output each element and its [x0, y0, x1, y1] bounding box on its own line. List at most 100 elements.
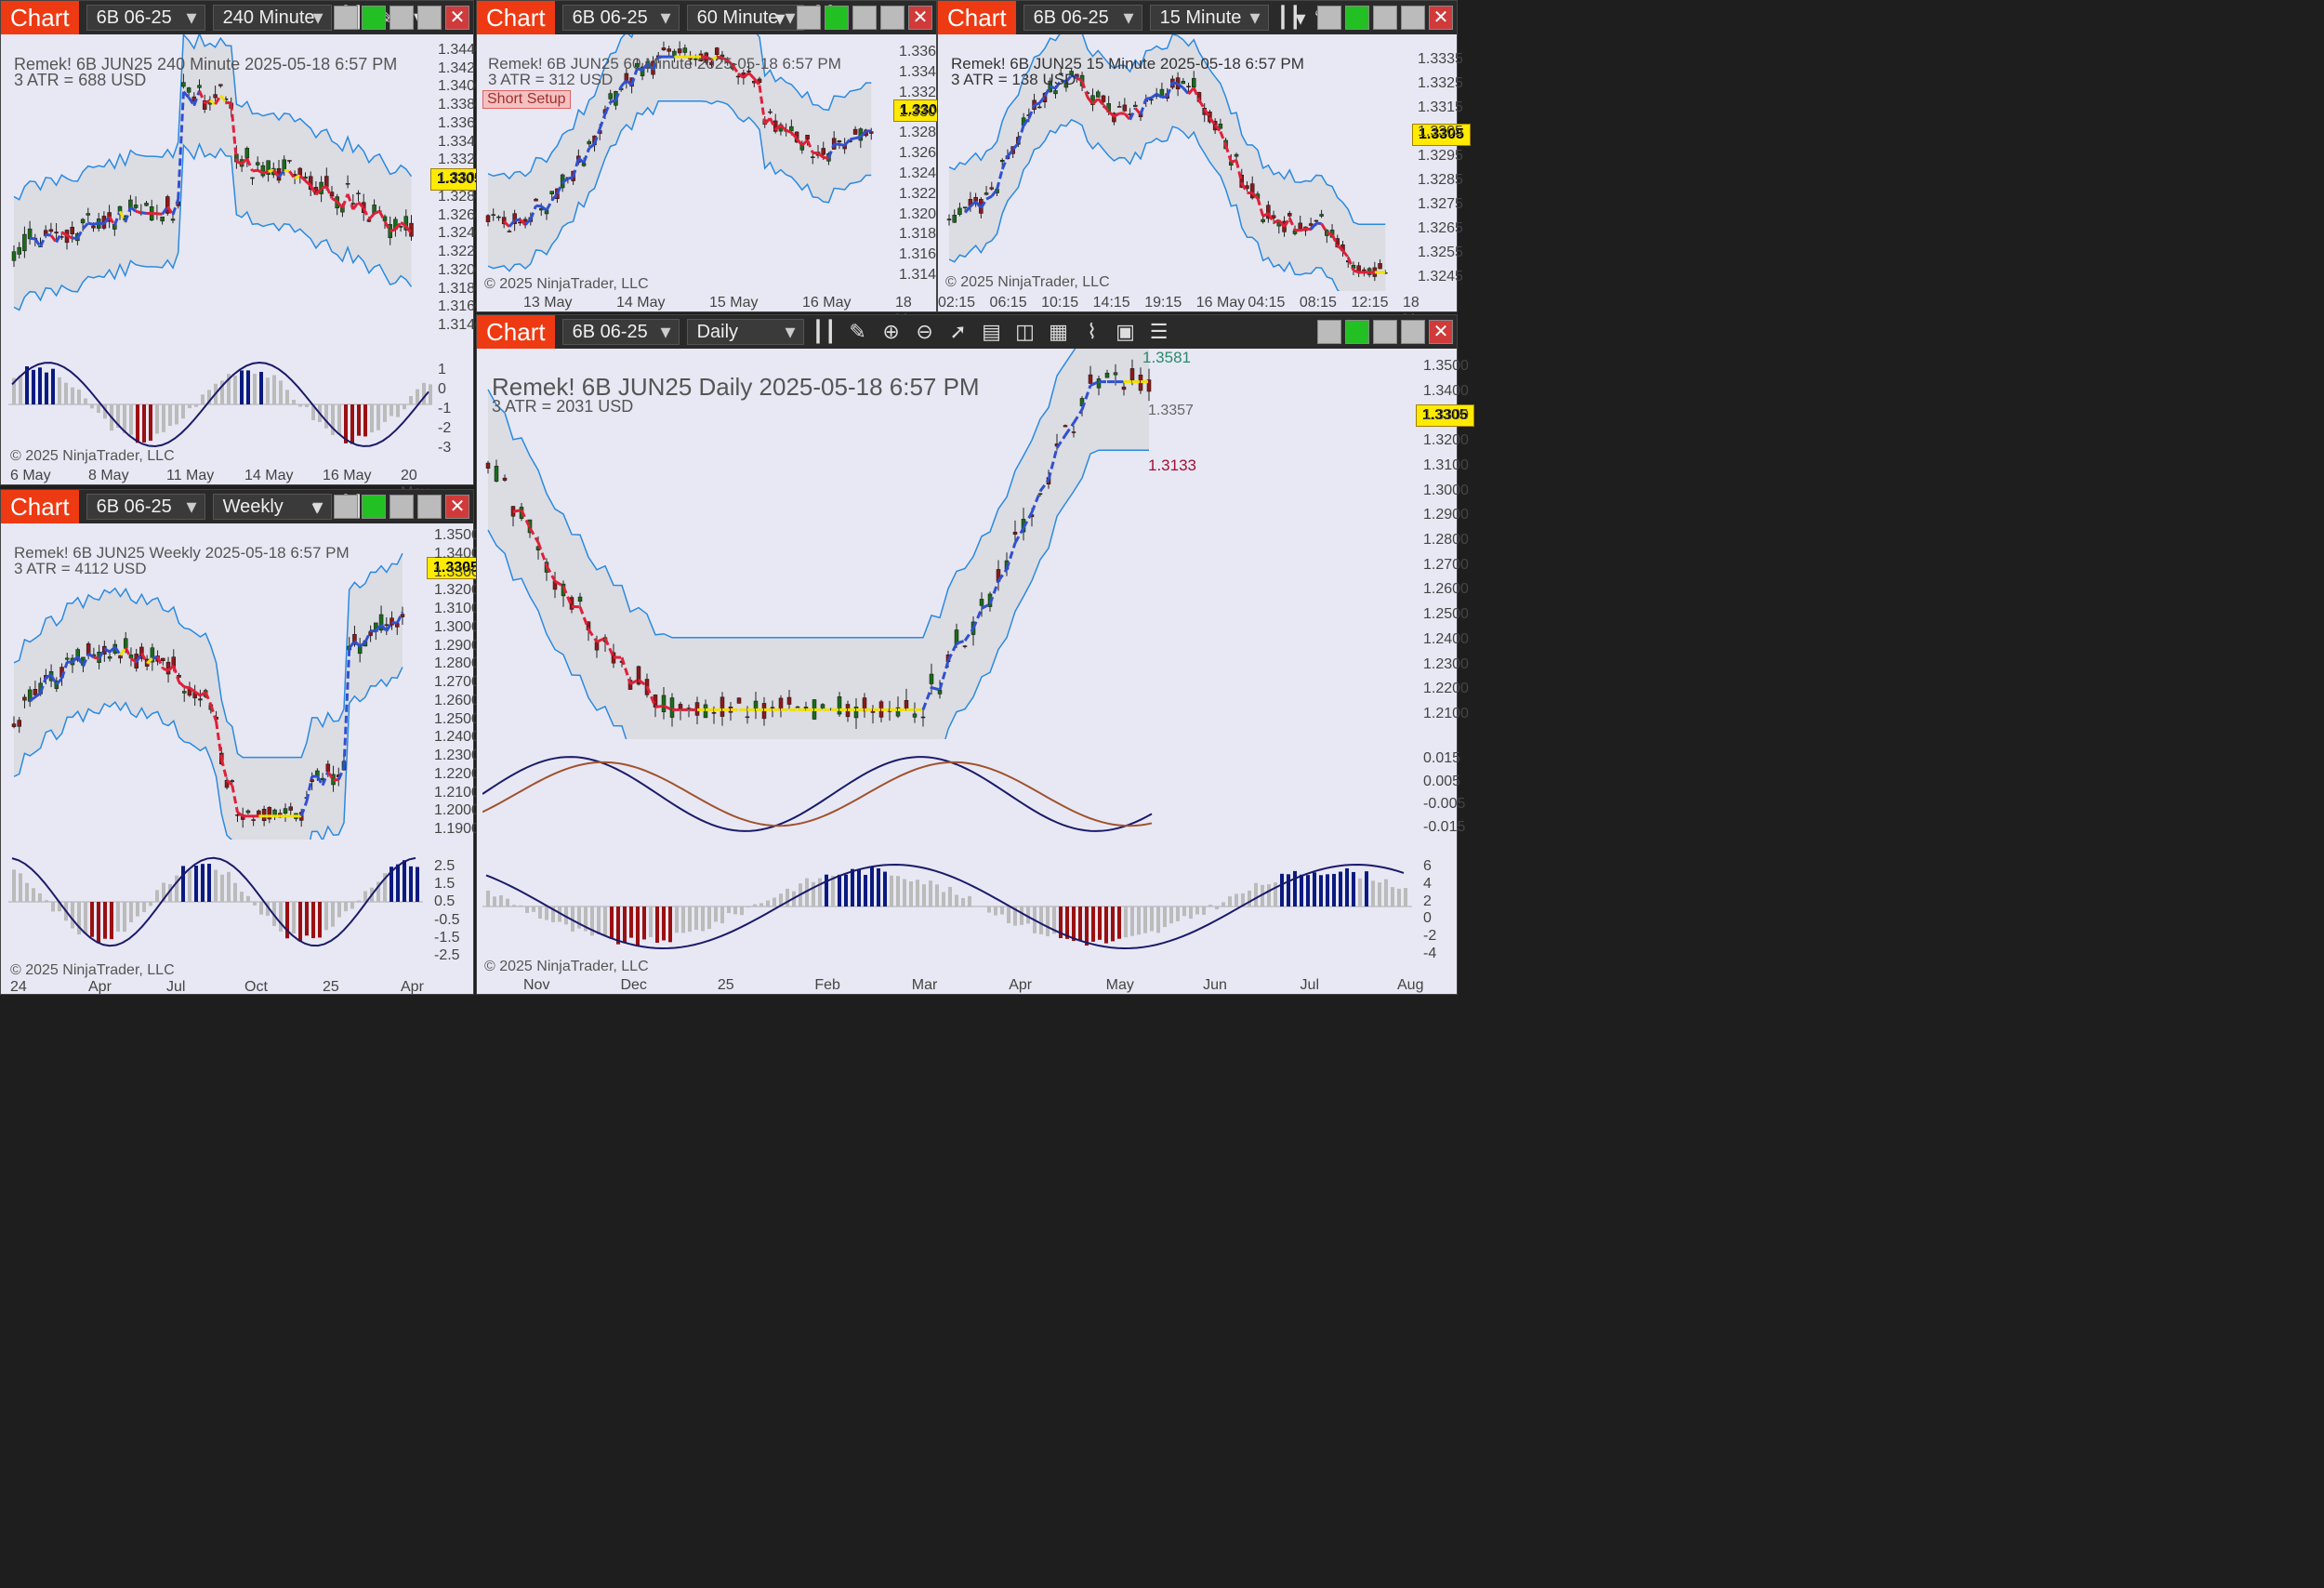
strategies-icon[interactable]: ⌇	[1087, 320, 1097, 343]
axis-tick: 1.3320	[438, 152, 483, 168]
color-link-button[interactable]	[362, 6, 386, 30]
instrument-select[interactable]: 6B 06-25	[561, 319, 680, 345]
last-price-marker: 1.3305	[427, 557, 485, 579]
menu-chevron-icon[interactable]: ▾	[1295, 7, 1306, 30]
zoom-out-icon[interactable]: ⊖	[916, 320, 933, 343]
histogram-bar	[1221, 902, 1225, 906]
candle	[1112, 112, 1116, 123]
trend-ma	[1013, 527, 1025, 544]
histogram-bar	[71, 902, 74, 929]
instrument-select[interactable]: 6B 06-25	[86, 494, 205, 520]
price-panel[interactable]: Remek! 6B JUN25 Daily 2025-05-18 6:57 PM…	[477, 349, 1474, 994]
histogram-bar	[642, 906, 646, 940]
histogram-bar	[311, 404, 315, 420]
axis-tick: 1.3360	[438, 114, 483, 131]
zoom-in-icon[interactable]: ⊕	[882, 320, 900, 343]
histogram-bar	[714, 906, 718, 922]
trend-ma	[946, 642, 958, 662]
maximize-button[interactable]	[417, 6, 442, 30]
instrument-select[interactable]: 6B 06-25	[1023, 5, 1142, 31]
price-panel[interactable]: Remek! 6B JUN25 15 Minute 2025-05-18 6:5…	[938, 34, 1471, 327]
menu-chevron-icon[interactable]: ▾	[311, 496, 323, 519]
chart-title[interactable]: Chart	[938, 1, 1016, 34]
color-link-button[interactable]	[362, 495, 386, 519]
minimize-button[interactable]	[852, 6, 877, 30]
chart-title[interactable]: Chart	[1, 490, 79, 523]
oscillator-svg	[8, 856, 423, 947]
link-button[interactable]	[1317, 320, 1341, 344]
minimize-button[interactable]	[390, 495, 414, 519]
interval-select[interactable]: Daily	[686, 319, 804, 345]
candle	[957, 207, 962, 215]
pointer-icon[interactable]: ➚	[949, 320, 967, 343]
price-panel[interactable]: Remek! 6B JUN25 60 Minute 2025-05-18 6:5…	[477, 34, 952, 327]
close-button[interactable]: ✕	[908, 6, 932, 30]
draw-tool-icon[interactable]: ✎	[849, 320, 866, 343]
histogram-bar	[32, 888, 35, 902]
link-button[interactable]	[334, 6, 358, 30]
axis-tick: 1.3360	[899, 44, 944, 60]
minimize-button[interactable]	[1373, 320, 1397, 344]
interval-select[interactable]: 60 Minute	[686, 5, 804, 31]
color-link-button[interactable]	[825, 6, 849, 30]
histogram-bar	[733, 906, 737, 915]
price-panel[interactable]: Remek! 6B JUN25 Weekly 2025-05-18 6:57 P…	[1, 523, 485, 995]
trend-ma	[1097, 98, 1105, 107]
interval-select[interactable]: 240 Minute	[212, 5, 332, 31]
candle	[937, 689, 943, 695]
trend-ma	[610, 99, 616, 104]
chart-title[interactable]: Chart	[477, 315, 555, 349]
close-button[interactable]: ✕	[1429, 6, 1453, 30]
trend-ma	[1161, 95, 1168, 99]
color-link-button[interactable]	[1345, 320, 1369, 344]
histogram-bar	[324, 404, 328, 429]
link-button[interactable]	[1317, 6, 1341, 30]
list-icon[interactable]: ☰	[1149, 320, 1169, 343]
color-link-button[interactable]	[1345, 6, 1369, 30]
trend-ma	[135, 209, 142, 215]
instrument-select[interactable]: 6B 06-25	[86, 5, 205, 31]
trend-ma	[1027, 104, 1036, 120]
interval-select[interactable]: Weekly	[212, 494, 332, 520]
candle	[382, 216, 388, 221]
trend-ma	[652, 56, 660, 71]
histogram-bar	[201, 394, 205, 404]
histogram-bar	[188, 404, 191, 409]
candle	[544, 209, 549, 215]
data-box-icon[interactable]: ▤	[982, 320, 1001, 343]
maximize-button[interactable]	[1401, 6, 1425, 30]
bar-type-icon[interactable]: ┃┃	[812, 320, 837, 343]
last-price-marker: 1.3305	[1412, 124, 1471, 146]
interval-select[interactable]: 15 Minute	[1149, 5, 1269, 31]
trend-ma	[817, 152, 825, 159]
trend-ma	[39, 233, 47, 248]
templates-icon[interactable]: ◫	[1015, 320, 1035, 343]
link-button[interactable]	[797, 6, 821, 30]
histogram-bar	[103, 404, 107, 419]
chart-title[interactable]: Chart	[1, 1, 79, 34]
instrument-select[interactable]: 6B 06-25	[561, 5, 680, 31]
bar-type-icon[interactable]: ┃┃	[1276, 6, 1301, 29]
maximize-button[interactable]	[1401, 320, 1425, 344]
indicators-icon[interactable]: ▦	[1049, 320, 1068, 343]
close-button[interactable]: ✕	[445, 495, 469, 519]
minimize-button[interactable]	[1373, 6, 1397, 30]
trend-ma	[391, 620, 398, 625]
candle	[1192, 77, 1196, 88]
link-button[interactable]	[334, 495, 358, 519]
menu-chevron-icon[interactable]: ▾	[774, 7, 786, 30]
trend-ma	[536, 541, 548, 566]
chart-title[interactable]: Chart	[477, 1, 555, 34]
candle	[608, 93, 613, 99]
axis-tick: 14 May	[244, 468, 294, 483]
properties-icon[interactable]: ▣	[1116, 320, 1135, 343]
trend-ma	[638, 678, 648, 688]
maximize-button[interactable]	[880, 6, 905, 30]
minimize-button[interactable]	[390, 6, 414, 30]
candle	[70, 227, 74, 234]
close-button[interactable]: ✕	[1429, 320, 1453, 344]
price-panel[interactable]: Remek! 6B JUN25 240 Minute 2025-05-18 6:…	[1, 34, 489, 500]
axis-tick: 15 May	[709, 295, 759, 311]
maximize-button[interactable]	[417, 495, 442, 519]
close-button[interactable]: ✕	[445, 6, 469, 30]
